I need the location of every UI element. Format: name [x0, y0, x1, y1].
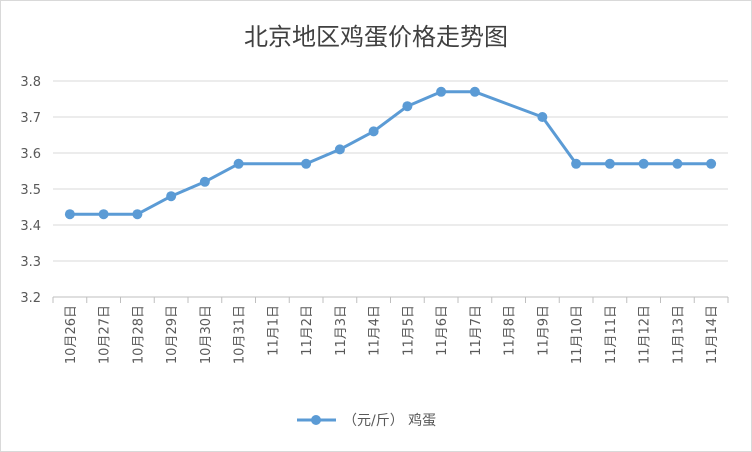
- y-tick-label: 3.6: [20, 147, 41, 162]
- x-tick-label: 10月26日: [64, 305, 79, 364]
- x-tick-label: 11月7日: [469, 305, 484, 356]
- data-point: [368, 126, 379, 137]
- data-point: [402, 101, 413, 112]
- x-tick-label: 11月3日: [334, 305, 349, 356]
- data-point: [132, 209, 143, 220]
- y-tick-label: 3.4: [20, 219, 41, 234]
- data-point: [469, 86, 480, 97]
- x-tick-label: 11月9日: [536, 305, 551, 356]
- data-point: [638, 158, 649, 169]
- x-tick-label: 11月14日: [705, 305, 720, 364]
- x-tick-label: 11月8日: [503, 305, 518, 356]
- y-tick-label: 3.7: [20, 111, 41, 126]
- y-tick-label: 3.2: [20, 291, 41, 306]
- x-tick-label: 10月29日: [165, 305, 180, 364]
- data-point: [64, 209, 75, 220]
- legend-label: （元/斤） 鸡蛋: [343, 412, 436, 429]
- x-tick-label: 10月28日: [131, 305, 146, 364]
- data-point: [199, 176, 210, 187]
- y-tick-label: 3.8: [20, 75, 41, 90]
- data-point: [571, 158, 582, 169]
- y-axis-ticks: 3.2 3.3 3.4 3.5 3.6 3.7 3.8: [20, 75, 41, 306]
- x-tick-label: 10月31日: [233, 305, 248, 364]
- data-point: [166, 191, 177, 202]
- legend-marker: [311, 415, 321, 425]
- x-tick-label: 11月2日: [300, 305, 315, 356]
- data-point: [537, 112, 548, 122]
- y-tick-label: 3.5: [20, 183, 41, 198]
- legend: （元/斤） 鸡蛋: [297, 412, 436, 429]
- data-point: [706, 158, 717, 169]
- data-point: [334, 144, 345, 155]
- x-tick-label: 11月13日: [671, 305, 686, 364]
- x-tick-label: 10月27日: [98, 305, 113, 364]
- x-tick-label: 11月11日: [604, 305, 619, 364]
- series-egg-price: [64, 86, 717, 220]
- x-tick-label: 11月4日: [368, 305, 383, 356]
- x-tick-label: 11月5日: [401, 305, 416, 356]
- data-point: [436, 86, 447, 97]
- data-point: [672, 158, 683, 169]
- x-axis-ticks: 10月26日 10月27日 10月28日 10月29日 10月30日 10月31日 11月1…: [64, 305, 720, 364]
- x-axis: [52, 296, 729, 303]
- data-point: [233, 158, 244, 169]
- x-tick-label: 11月12日: [638, 305, 653, 364]
- x-tick-label: 11月10日: [570, 305, 585, 364]
- data-point: [98, 209, 109, 220]
- data-point: [301, 158, 312, 169]
- gridlines: [53, 80, 728, 262]
- chart-title: 北京地区鸡蛋价格走势图: [244, 23, 508, 51]
- series-line: [69, 90, 712, 216]
- x-tick-label: 10月30日: [199, 305, 214, 364]
- y-tick-label: 3.3: [20, 255, 41, 270]
- x-tick-label: 11月1日: [266, 305, 281, 356]
- x-tick-label: 11月6日: [435, 305, 450, 356]
- data-point: [604, 158, 615, 169]
